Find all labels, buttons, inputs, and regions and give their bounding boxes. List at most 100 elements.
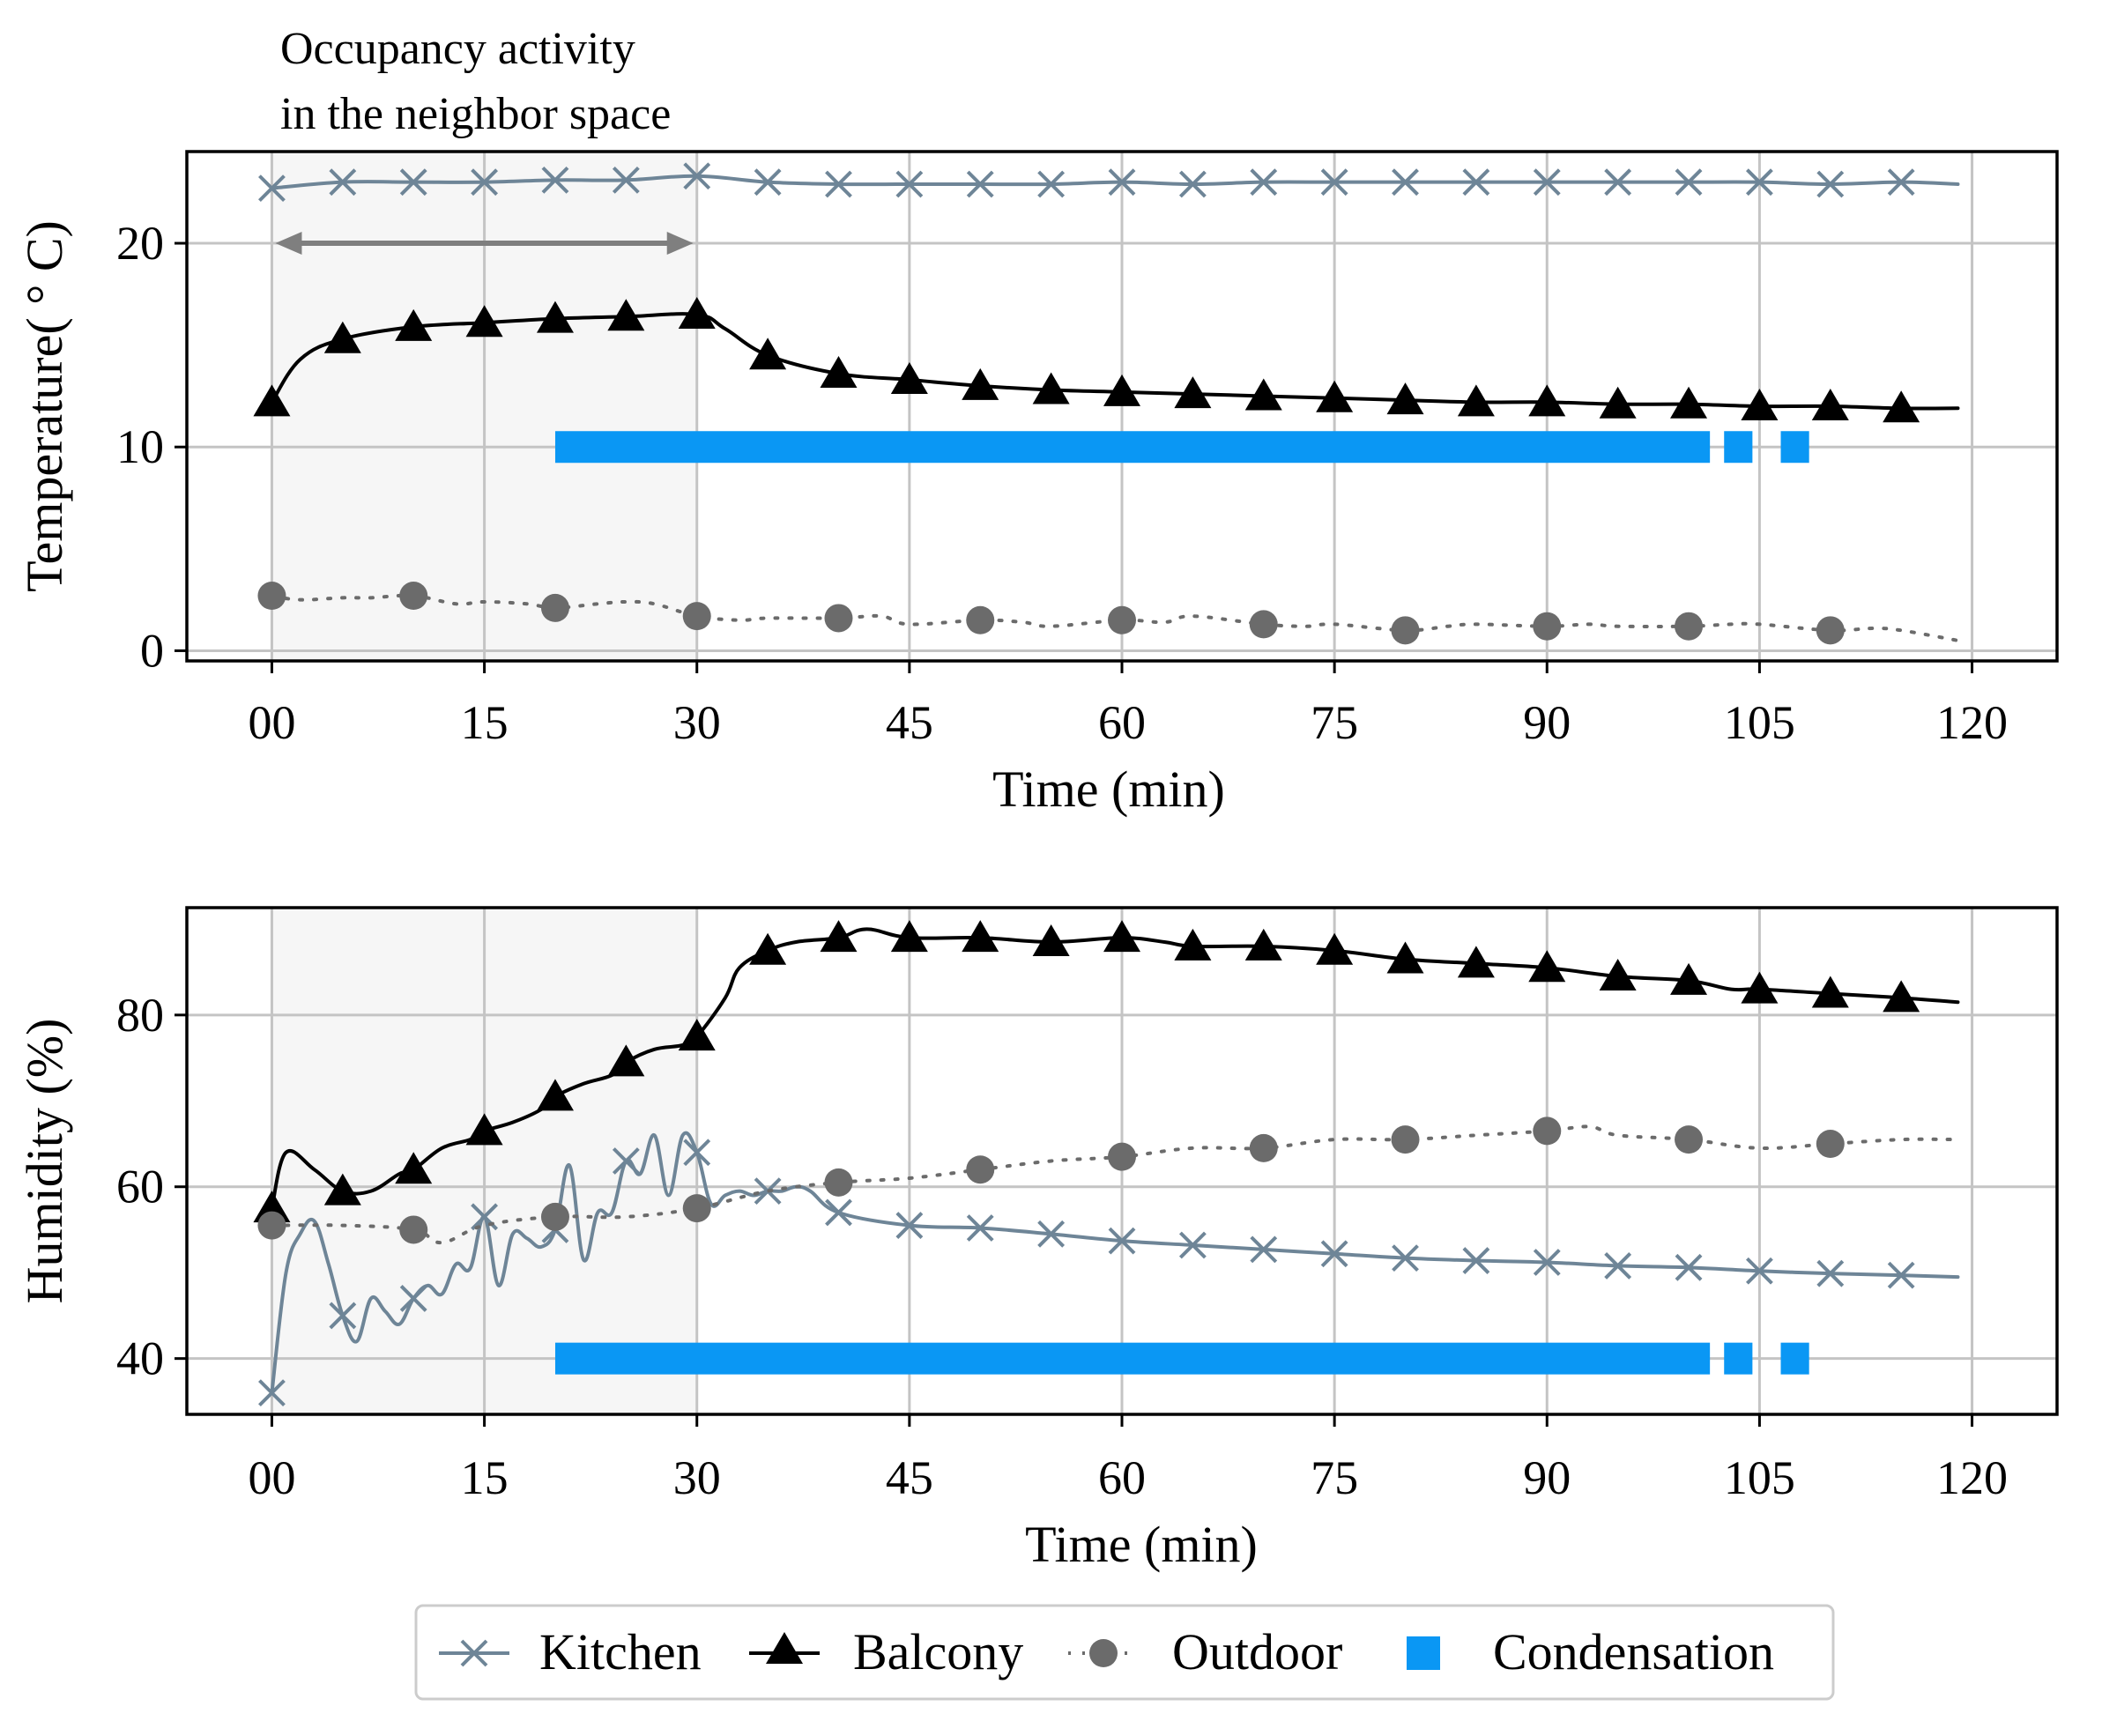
outdoor-data-point [399, 582, 428, 611]
kitchen-data-point [1178, 170, 1207, 198]
balcony-data-point [465, 305, 503, 338]
balcony-data-point [1032, 924, 1070, 956]
kitchen-data-point [1533, 168, 1561, 197]
balcony-data-point [1599, 386, 1637, 419]
kitchen-data-point [1392, 1244, 1419, 1272]
legend-kitchen-marker [439, 1639, 509, 1667]
kitchen-data-point [1675, 168, 1703, 197]
x-tick-label: 45 [886, 696, 933, 749]
outdoor-data-point [682, 1194, 711, 1223]
y-axis-label: Humidity (%) [16, 1019, 73, 1304]
x-tick-label: 105 [1724, 696, 1795, 749]
balcony-data-point [890, 361, 928, 394]
condensation-bar [1780, 431, 1809, 464]
occupancy-arrow-head-left [275, 232, 302, 256]
kitchen-data-point [1108, 1227, 1136, 1255]
kitchen-data-point [1108, 168, 1136, 197]
balcony-data-point [323, 1173, 361, 1206]
kitchen-data-point [1250, 168, 1278, 197]
y-tick-label: 0 [140, 624, 164, 677]
kitchen-data-point [329, 168, 357, 197]
kitchen-data-point [1745, 1257, 1773, 1285]
balcony-data-point [1386, 941, 1424, 974]
x-tick-label: 120 [1936, 696, 2008, 749]
x-tick-label: 105 [1724, 1451, 1795, 1504]
balcony-data-point [465, 1113, 503, 1146]
balcony-data-point [820, 356, 858, 389]
balcony-data-point [1741, 971, 1779, 1004]
y-axis-label: Temperature( ° C) [16, 220, 73, 592]
outdoor-data-point [1533, 1117, 1562, 1146]
kitchen-data-point [895, 170, 924, 198]
kitchen-series-line [270, 1131, 1960, 1395]
x-tick-label: 30 [673, 696, 721, 749]
occupancy-annotation-line2: in the neighbor space [280, 89, 671, 139]
x-tick-label: 60 [1098, 1451, 1146, 1504]
y-tick-label: 60 [116, 1161, 164, 1213]
outdoor-data-point [399, 1215, 428, 1244]
x-tick-label: 15 [461, 696, 509, 749]
outdoor-data-point [966, 605, 995, 634]
kitchen-data-point [895, 1212, 924, 1240]
outdoor-data-point [966, 1155, 995, 1184]
balcony-data-point [1244, 928, 1282, 961]
legend-condensation-square [1407, 1636, 1440, 1670]
legend-outdoor-circle-marker [1089, 1639, 1118, 1667]
legend-condensation-marker [1407, 1636, 1440, 1670]
legend-label-kitchen: Kitchen [539, 1623, 702, 1680]
kitchen-data-point [1887, 168, 1915, 197]
balcony-data-point [962, 367, 999, 400]
balcony-data-point [395, 308, 433, 341]
x-tick-label: 00 [248, 696, 295, 749]
kitchen-data-point [399, 168, 427, 197]
outdoor-data-point [257, 582, 286, 611]
kitchen-data-point [541, 166, 569, 194]
occupancy-arrow-head-right [666, 232, 694, 256]
legend-kitchen-x-marker [460, 1639, 488, 1667]
x-tick-label: 90 [1523, 1451, 1571, 1504]
balcony-data-point [1103, 920, 1140, 953]
legend: Kitchen Balcony Outdoor Condensation [414, 1604, 1835, 1701]
balcony-data-point [607, 299, 645, 331]
balcony-data-point [1741, 389, 1779, 420]
kitchen-data-point [966, 1214, 994, 1242]
kitchen-data-point [1320, 168, 1348, 197]
balcony-data-point [1032, 372, 1070, 404]
x-tick-label: 90 [1523, 696, 1571, 749]
x-tick-label: 15 [461, 1451, 509, 1504]
kitchen-data-point [612, 1147, 640, 1175]
balcony-data-point [1316, 932, 1354, 965]
outdoor-series-line [270, 593, 1960, 642]
legend-balcony-triangle-marker [766, 1632, 803, 1664]
kitchen-data-point [1320, 1240, 1348, 1268]
outdoor-data-point [1533, 612, 1562, 641]
kitchen-data-point [258, 174, 286, 203]
balcony-data-point [1811, 976, 1849, 1008]
kitchen-data-point [1178, 1231, 1207, 1259]
balcony-data-point [253, 1191, 291, 1223]
balcony-data-point [395, 1152, 433, 1184]
balcony-data-point [323, 321, 361, 353]
kitchen-data-point [966, 170, 994, 198]
outdoor-data-point [540, 1202, 569, 1231]
legend-label-outdoor: Outdoor [1172, 1623, 1342, 1680]
balcony-data-point [1174, 928, 1212, 961]
kitchen-data-point [1604, 168, 1632, 197]
balcony-data-point [1811, 389, 1849, 420]
occupancy-annotation-line1: Occupancy activity [280, 24, 635, 74]
kitchen-data-point [683, 1139, 711, 1167]
balcony-data-point [1457, 946, 1495, 978]
outdoor-data-point [1108, 1142, 1136, 1171]
legend-outdoor-marker [1068, 1639, 1139, 1667]
outdoor-data-point [1108, 605, 1136, 634]
balcony-data-point [1670, 962, 1708, 995]
x-axis-label: Time (min) [992, 760, 1225, 818]
kitchen-data-point [1037, 170, 1066, 198]
kitchen-data-point [1462, 1247, 1490, 1274]
kitchen-data-point [825, 170, 852, 198]
kitchen-data-point [329, 1302, 357, 1330]
x-tick-label: 60 [1098, 696, 1146, 749]
balcony-data-point [1883, 980, 1920, 1013]
y-tick-label: 20 [116, 217, 164, 270]
outdoor-data-point [1675, 612, 1704, 641]
